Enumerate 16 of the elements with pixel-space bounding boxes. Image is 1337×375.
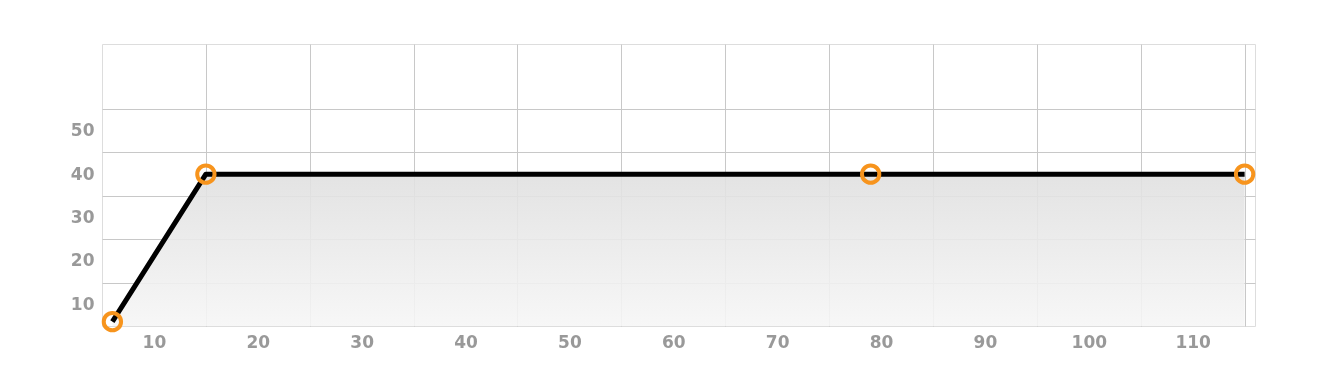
y-tick-label: 20 (70, 250, 95, 271)
y-tick-label: 50 (70, 120, 95, 141)
y-tick-label: 10 (70, 293, 95, 314)
x-tick-label: 40 (454, 331, 479, 352)
x-tick-label: 80 (869, 331, 894, 352)
x-tick-label: 50 (558, 331, 582, 352)
x-tick-label: 70 (765, 331, 790, 352)
y-tick-label: 40 (70, 163, 95, 184)
x-tick-label: 90 (973, 331, 998, 352)
x-tick-label: 60 (661, 331, 686, 352)
x-tick-label: 20 (246, 331, 271, 352)
x-tick-label: 10 (142, 331, 167, 352)
x-tick-label: 100 (1071, 331, 1108, 352)
y-tick-label: 30 (70, 207, 95, 228)
x-tick-label: 110 (1175, 331, 1212, 352)
x-tick-label: 30 (350, 331, 375, 352)
